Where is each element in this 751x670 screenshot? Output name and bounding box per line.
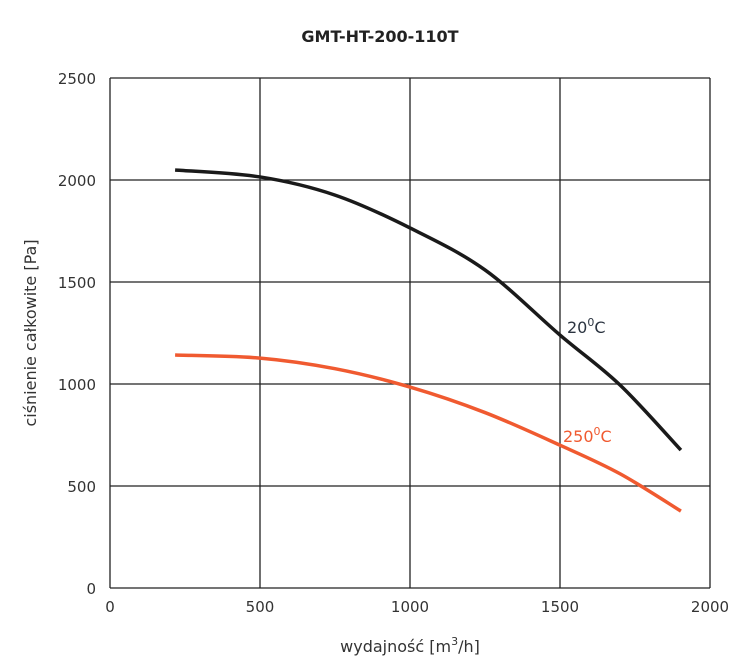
grid [109, 77, 711, 589]
y-tick-label: 2000 [58, 172, 96, 190]
series-line-20c [174, 168, 683, 452]
x-axis-label-text: wydajność [m [340, 637, 451, 656]
x-tick-label: 1500 [541, 598, 579, 616]
x-tick-label: 0 [105, 598, 115, 616]
x-axis-label: wydajność [m3/h] [340, 635, 480, 656]
x-tick-label: 500 [246, 598, 275, 616]
x-axis-label-after: /h] [458, 637, 480, 656]
y-tick-label: 0 [86, 580, 96, 598]
series-line-250c [175, 353, 682, 513]
series-label-250c: 2500C [563, 425, 612, 446]
x-tick-label: 1000 [391, 598, 429, 616]
x-tick-label: 2000 [691, 598, 729, 616]
y-axis-label: ciśnienie całkowite [Pa] [21, 239, 40, 426]
y-tick-label: 1500 [58, 274, 96, 292]
tick-labels: 0 500 1000 1500 2000 0 500 1000 1500 2000 2500 [58, 70, 729, 616]
y-tick-label: 500 [67, 478, 96, 496]
y-tick-label: 1000 [58, 376, 96, 394]
chart-title: GMT-HT-200-110T [301, 27, 458, 46]
x-axis-label-sup: 3 [451, 635, 458, 648]
y-tick-label: 2500 [58, 70, 96, 88]
series-lines [174, 168, 683, 513]
series-label-20c: 200C [567, 316, 606, 337]
